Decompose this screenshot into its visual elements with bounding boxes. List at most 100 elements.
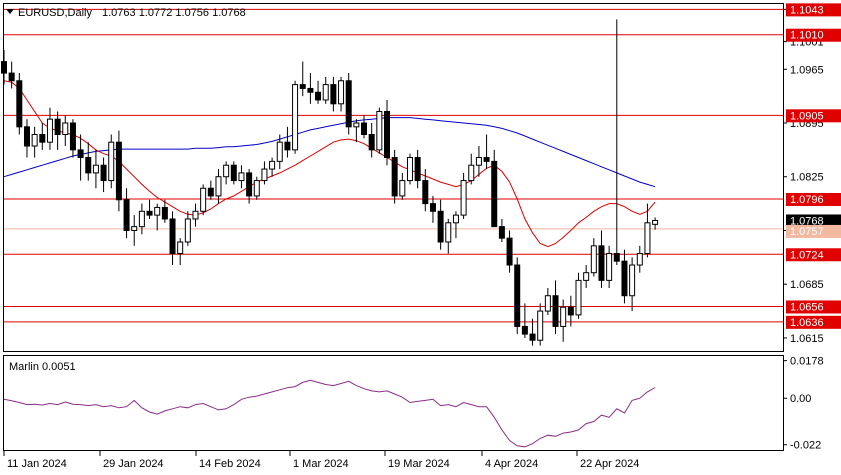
candle-11 bbox=[85, 142, 92, 181]
candle-85 bbox=[652, 217, 659, 230]
candle-body bbox=[39, 134, 46, 143]
candle-body bbox=[590, 245, 597, 274]
candle-21 bbox=[161, 199, 168, 223]
candle-body bbox=[452, 214, 459, 224]
candle-body bbox=[445, 222, 452, 243]
candle-10 bbox=[77, 134, 84, 181]
candle-70 bbox=[537, 303, 544, 346]
y-tick-label: 1.0615 bbox=[790, 333, 824, 345]
candle-71 bbox=[544, 288, 551, 315]
candle-36 bbox=[276, 134, 283, 170]
candle-body bbox=[598, 245, 605, 281]
candle-81 bbox=[621, 249, 628, 304]
candle-body bbox=[506, 237, 513, 266]
collapse-triangle-icon[interactable] bbox=[6, 9, 14, 14]
candle-25 bbox=[192, 203, 199, 227]
candle-body bbox=[146, 210, 153, 216]
level-tag bbox=[786, 3, 841, 17]
candles bbox=[1, 19, 659, 346]
candle-23 bbox=[177, 238, 184, 266]
indicator-panel-frame bbox=[3, 355, 784, 451]
candle-42 bbox=[322, 76, 329, 104]
candle-2 bbox=[16, 73, 23, 135]
candle-37 bbox=[284, 126, 291, 158]
candle-28 bbox=[215, 169, 222, 204]
candle-16 bbox=[123, 188, 130, 239]
candle-3 bbox=[23, 119, 30, 158]
ind-tick-label: 0.0178 bbox=[790, 356, 824, 368]
candle-body bbox=[1, 61, 7, 74]
candle-13 bbox=[100, 157, 107, 193]
candle-body bbox=[223, 164, 230, 178]
candle-body bbox=[161, 206, 168, 220]
candle-63 bbox=[483, 134, 490, 170]
indicator-title: Marlin 0.0051 bbox=[9, 361, 76, 373]
candle-body bbox=[238, 172, 245, 182]
candle-79 bbox=[606, 245, 613, 289]
candle-83 bbox=[636, 245, 643, 273]
candle-body bbox=[361, 122, 368, 136]
candle-12 bbox=[92, 149, 99, 189]
candle-body bbox=[215, 176, 222, 197]
candle-body bbox=[644, 222, 651, 255]
candle-68 bbox=[521, 303, 528, 338]
candle-body bbox=[391, 157, 398, 197]
ind-tick-label: -0.022 bbox=[790, 440, 821, 452]
candle-67 bbox=[514, 257, 521, 335]
candle-body bbox=[269, 160, 276, 170]
candle-body bbox=[246, 172, 253, 197]
last-price-label: 1.0768 bbox=[790, 215, 824, 227]
candle-body bbox=[406, 157, 413, 182]
candle-body bbox=[261, 168, 268, 182]
candle-body bbox=[31, 134, 38, 147]
candle-31 bbox=[238, 165, 245, 189]
candle-6 bbox=[46, 107, 53, 150]
candle-72 bbox=[552, 280, 559, 335]
ohlc-readout: 1.0763 1.0772 1.0756 1.0768 bbox=[102, 7, 246, 19]
price-axis: 1.10431.10011.09651.08951.08251.07551.06… bbox=[783, 3, 841, 345]
candle-76 bbox=[583, 265, 590, 289]
candle-body bbox=[529, 333, 536, 341]
candle-body bbox=[200, 187, 207, 212]
candle-32 bbox=[246, 169, 253, 204]
price-line-tag bbox=[786, 224, 841, 238]
candle-44 bbox=[338, 76, 345, 112]
candle-body bbox=[429, 203, 436, 212]
candle-body bbox=[338, 80, 345, 105]
candle-body bbox=[46, 118, 53, 143]
candle-body bbox=[16, 80, 23, 128]
candle-55 bbox=[422, 169, 429, 212]
candle-body bbox=[307, 87, 314, 93]
candle-body bbox=[92, 164, 99, 174]
candle-body bbox=[414, 157, 421, 182]
candle-body bbox=[230, 164, 237, 182]
candle-84 bbox=[644, 203, 651, 258]
candle-60 bbox=[460, 172, 467, 219]
last-price-tag bbox=[786, 214, 841, 228]
candle-48 bbox=[368, 122, 375, 158]
candle-body bbox=[184, 218, 191, 243]
candle-body bbox=[154, 206, 161, 216]
candle-5 bbox=[39, 122, 46, 150]
candle-body bbox=[636, 253, 643, 266]
candle-65 bbox=[498, 218, 505, 242]
candle-body bbox=[54, 118, 61, 136]
x-tick-label: 11 Jan 2024 bbox=[7, 458, 67, 470]
candle-69 bbox=[529, 318, 536, 346]
candle-17 bbox=[131, 215, 138, 246]
candle-54 bbox=[414, 149, 421, 189]
candle-body bbox=[284, 141, 291, 151]
candle-body bbox=[368, 134, 375, 151]
candle-22 bbox=[169, 211, 176, 266]
chart-title: EURUSD,Daily bbox=[18, 7, 92, 19]
candle-body bbox=[131, 226, 138, 231]
candle-body bbox=[85, 157, 92, 174]
candle-body bbox=[613, 253, 620, 262]
candle-35 bbox=[269, 157, 276, 177]
candle-59 bbox=[452, 211, 459, 239]
x-tick-label: 22 Apr 2024 bbox=[580, 458, 639, 470]
time-axis: 11 Jan 2024 29 Jan 2024 14 Feb 2024 1 Mar 2… bbox=[3, 451, 639, 470]
candle-26 bbox=[200, 184, 207, 216]
candle-62 bbox=[475, 146, 482, 177]
